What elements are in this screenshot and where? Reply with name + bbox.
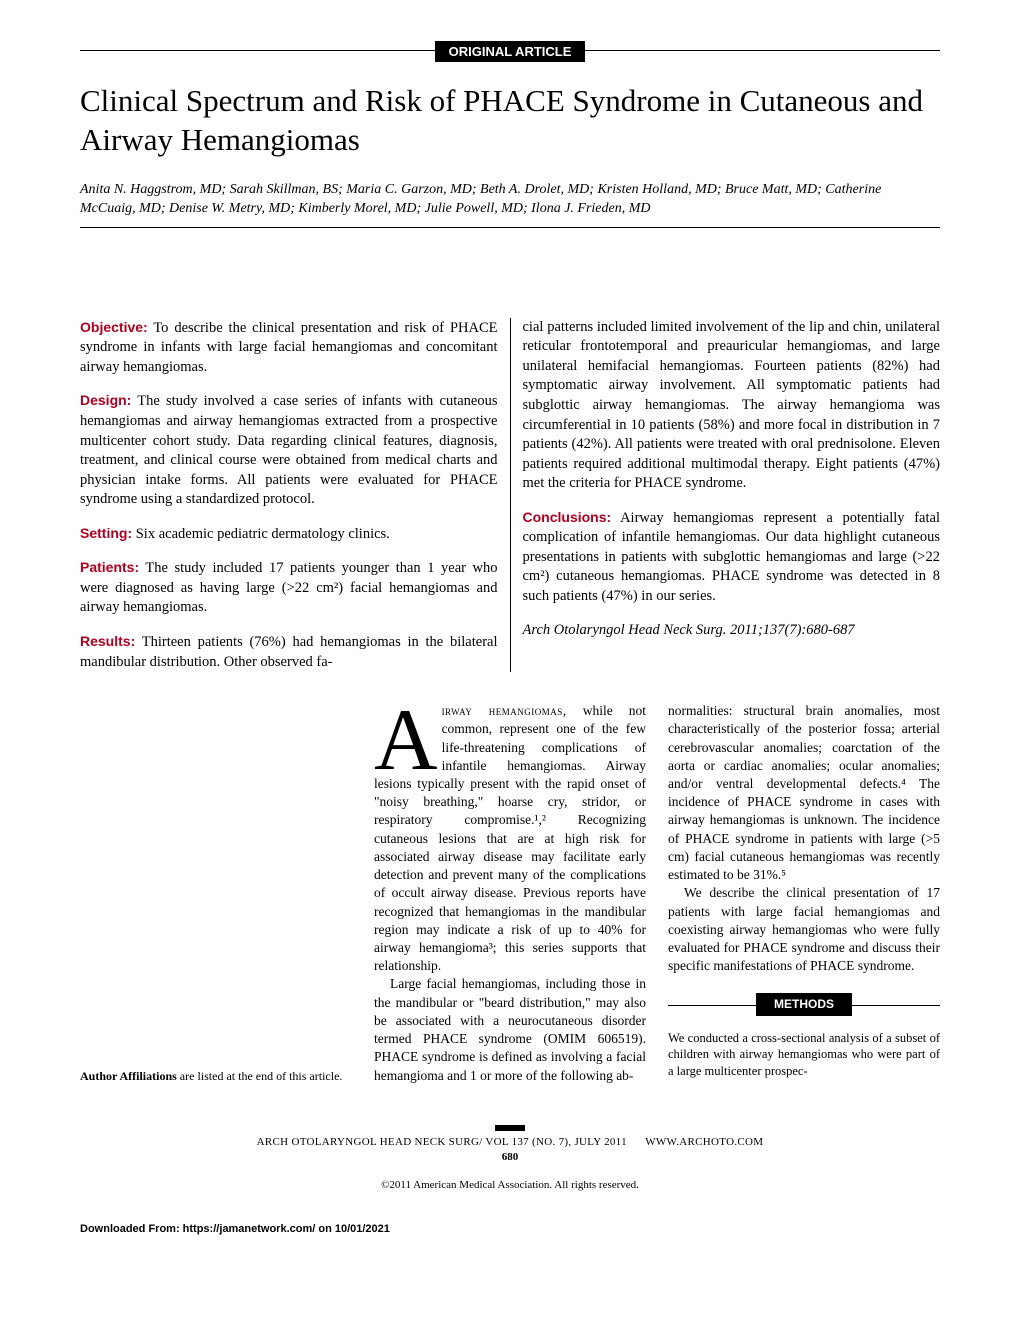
author-rule [80, 227, 940, 228]
author-list: Anita N. Haggstrom, MD; Sarah Skillman, … [80, 180, 940, 219]
body-col-2: Airway hemangiomas, while not common, re… [374, 702, 646, 1085]
setting-label: Setting: [80, 525, 132, 541]
setting-text: Six academic pediatric dermatology clini… [132, 526, 390, 542]
abstract-left-col: Objective: To describe the clinical pres… [80, 318, 511, 672]
abstract-design: Design: The study involved a case series… [80, 391, 498, 509]
affil-bold: Author Affiliations [80, 1069, 177, 1083]
body-col-3: normalities: structural brain anomalies,… [668, 702, 940, 1085]
methods-header: METHODS [668, 993, 940, 1015]
results-label: Results: [80, 633, 135, 649]
body-para-3: normalities: structural brain anomalies,… [668, 702, 940, 884]
abstract: Objective: To describe the clinical pres… [80, 318, 940, 672]
article-title: Clinical Spectrum and Risk of PHACE Synd… [80, 82, 940, 160]
body-para-2: Large facial hemangiomas, including thos… [374, 975, 646, 1084]
page-footer: ARCH OTOLARYNGOL HEAD NECK SURG/ VOL 137… [80, 1125, 940, 1193]
objective-label: Objective: [80, 319, 148, 335]
smallcaps-lead: irway hemangiomas, [442, 703, 567, 718]
section-label: ORIGINAL ARTICLE [435, 41, 586, 62]
footer-copyright: ©2011 American Medical Association. All … [80, 1178, 940, 1193]
footer-page-number: 680 [80, 1150, 940, 1165]
footer-url: WWW.ARCHOTO.COM [645, 1136, 763, 1148]
body-para-4: We describe the clinical presentation of… [668, 884, 940, 975]
affil-rest: are listed at the end of this article. [177, 1069, 343, 1083]
author-affiliation-note: Author Affiliations are listed at the en… [80, 1069, 352, 1085]
body-text: Author Affiliations are listed at the en… [80, 702, 940, 1085]
para2-text: Large facial hemangiomas, including thos… [374, 976, 646, 1082]
conclusions-label: Conclusions: [523, 509, 612, 525]
abstract-right-col: cial patterns included limited involveme… [511, 318, 941, 672]
patients-label: Patients: [80, 559, 139, 575]
abstract-setting: Setting: Six academic pediatric dermatol… [80, 524, 498, 545]
download-note: Downloaded From: https://jamanetwork.com… [80, 1223, 940, 1235]
patients-text: The study included 17 patients younger t… [80, 560, 498, 615]
abstract-patients: Patients: The study included 17 patients… [80, 558, 498, 618]
abstract-results: Results: Thirteen patients (76%) had hem… [80, 632, 498, 672]
abstract-objective: Objective: To describe the clinical pres… [80, 318, 498, 378]
results-text: Thirteen patients (76%) had hemangiomas … [80, 634, 498, 670]
methods-label: METHODS [756, 993, 852, 1015]
footer-journal-line: ARCH OTOLARYNGOL HEAD NECK SURG/ VOL 137… [80, 1135, 940, 1150]
abstract-citation: Arch Otolaryngol Head Neck Surg. 2011;13… [523, 621, 941, 641]
design-label: Design: [80, 392, 131, 408]
dropcap-a: A [374, 708, 438, 774]
section-label-wrap: ORIGINAL ARTICLE [80, 41, 940, 62]
footer-journal: ARCH OTOLARYNGOL HEAD NECK SURG/ VOL 137… [257, 1136, 627, 1148]
body-col-1: Author Affiliations are listed at the en… [80, 702, 352, 1085]
abstract-results-cont: cial patterns included limited involveme… [523, 318, 941, 494]
body-para-1: Airway hemangiomas, while not common, re… [374, 702, 646, 975]
footer-tick [495, 1125, 525, 1131]
abstract-conclusions: Conclusions: Airway hemangiomas represen… [523, 508, 941, 607]
body-para-5: We conducted a cross-sectional analysis … [668, 1030, 940, 1081]
design-text: The study involved a case series of infa… [80, 393, 498, 507]
